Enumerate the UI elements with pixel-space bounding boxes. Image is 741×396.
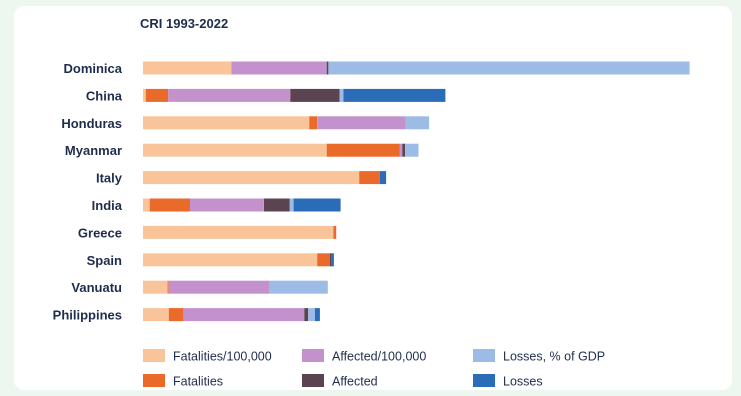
chart-title: CRI 1993-2022 (140, 16, 229, 31)
bar-philippines-affected-100-000 (183, 308, 305, 322)
bar-china-affected-100-000 (168, 88, 291, 102)
bar-spain-fatalities (317, 253, 331, 267)
bar-india-affected-100-000 (190, 198, 264, 212)
bar-honduras-fatalities-100-000 (143, 116, 310, 130)
bar-myanmar-affected (402, 143, 406, 157)
bar-spain-losses (331, 253, 334, 267)
category-label-vanuatu: Vanuatu (71, 280, 122, 295)
bar-honduras-losses-of-gdp (405, 116, 430, 130)
category-label-honduras: Honduras (61, 116, 122, 131)
bar-india-affected (264, 198, 290, 212)
legend-label-losses-of-gdp: Losses, % of GDP (503, 350, 605, 364)
bar-italy-losses (379, 171, 387, 185)
category-label-india: India (92, 198, 123, 213)
category-label-dominica: Dominica (63, 61, 122, 76)
bar-myanmar-fatalities-100-000 (143, 143, 327, 157)
category-label-china: China (86, 88, 123, 103)
bar-vanuatu-fatalities-100-000 (143, 280, 168, 294)
bar-italy-fatalities (359, 171, 380, 185)
bar-vanuatu-fatalities (167, 280, 169, 294)
bar-italy-fatalities-100-000 (143, 171, 360, 185)
bar-greece-fatalities (333, 225, 337, 239)
legend-swatch-affected-100-000 (302, 349, 324, 362)
category-label-greece: Greece (78, 225, 122, 240)
bar-vanuatu-affected-100-000 (168, 280, 269, 294)
bar-india-losses (293, 198, 341, 212)
bar-myanmar-losses-of-gdp (405, 143, 419, 157)
bar-china-fatalities (145, 88, 169, 102)
category-label-italy: Italy (96, 171, 123, 186)
bar-india-fatalities (149, 198, 190, 212)
bar-india-fatalities-100-000 (143, 198, 150, 212)
bar-philippines-fatalities-100-000 (143, 308, 169, 322)
category-label-myanmar: Myanmar (65, 143, 122, 158)
bar-dominica-fatalities-100-000 (143, 61, 232, 75)
legend-swatch-fatalities-100-000 (143, 349, 165, 362)
bar-dominica-losses-of-gdp (328, 61, 690, 75)
bar-honduras-affected-100-000 (317, 116, 406, 130)
legend-swatch-fatalities (143, 374, 165, 387)
bar-myanmar-affected-100-000 (399, 143, 403, 157)
legend-swatch-losses-of-gdp (473, 349, 495, 362)
legend-swatch-losses (473, 374, 495, 387)
legend-label-fatalities: Fatalities (173, 375, 223, 389)
bar-china-losses-of-gdp (339, 88, 344, 102)
bar-india-losses-of-gdp (289, 198, 294, 212)
bar-myanmar-fatalities (326, 143, 400, 157)
legend-label-affected-100-000: Affected/100,000 (332, 350, 426, 364)
bar-dominica-affected (326, 61, 329, 75)
bar-china-affected (290, 88, 340, 102)
bar-philippines-affected (304, 308, 309, 322)
legend-label-fatalities-100-000: Fatalities/100,000 (173, 350, 272, 364)
category-label-philippines: Philippines (53, 308, 122, 323)
bar-philippines-losses (314, 308, 320, 322)
bar-honduras-fatalities (309, 116, 318, 130)
legend-swatch-affected (302, 374, 324, 387)
legend-label-affected: Affected (332, 375, 378, 389)
bar-spain-affected (330, 253, 332, 267)
bar-china-losses (343, 88, 446, 102)
bar-philippines-losses-of-gdp (308, 308, 315, 322)
bar-spain-fatalities-100-000 (143, 253, 318, 267)
legend-label-losses: Losses (503, 375, 543, 389)
bar-vanuatu-losses-of-gdp (269, 280, 328, 294)
bar-greece-fatalities-100-000 (143, 225, 334, 239)
bar-philippines-fatalities (168, 308, 184, 322)
bar-dominica-affected-100-000 (231, 61, 327, 75)
bar-china-fatalities-100-000 (143, 88, 146, 102)
category-label-spain: Spain (87, 253, 122, 268)
